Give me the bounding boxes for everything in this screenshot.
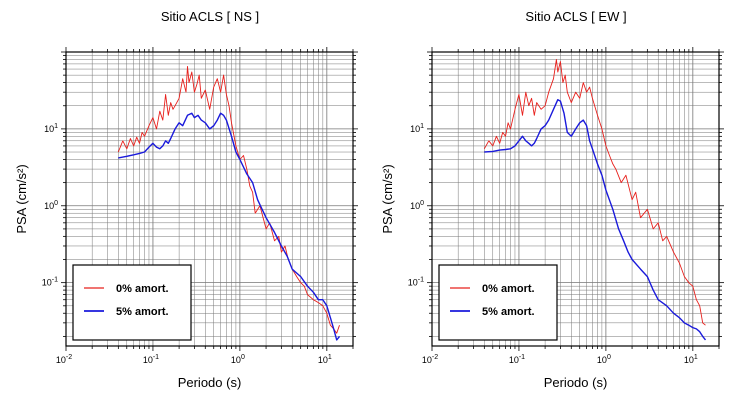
y-tick-label: 101 xyxy=(410,123,424,134)
x-tick-label: 10-2 xyxy=(56,354,72,365)
legend: 0% amort. 5% amort. xyxy=(72,264,192,341)
y-tick-label: 100 xyxy=(410,200,424,211)
legend: 0% amort. 5% amort. xyxy=(438,264,558,341)
legend-entry-label: 5% amort. xyxy=(482,306,535,318)
legend-box xyxy=(438,264,558,341)
legend-box xyxy=(72,264,192,341)
x-axis-label: Periodo (s) xyxy=(544,375,608,390)
series-line-damped xyxy=(118,112,341,341)
x-axis-label: Periodo (s) xyxy=(178,375,242,390)
y-tick-label: 100 xyxy=(44,200,58,211)
series-line-damped xyxy=(484,98,707,341)
x-tick-label: 10-1 xyxy=(143,354,159,365)
series-line-undamped xyxy=(117,65,340,334)
y-tick-label: 10-1 xyxy=(42,277,58,288)
x-tick-label: 100 xyxy=(231,354,245,365)
y-axis-label: PSA (cm/s²) xyxy=(380,164,395,233)
x-tick-label: 101 xyxy=(318,354,332,365)
legend-entry-label: 0% amort. xyxy=(116,283,169,295)
legend-entry-label: 5% amort. xyxy=(116,306,169,318)
tick-marks xyxy=(427,47,724,351)
legend-entry-label: 0% amort. xyxy=(482,283,535,295)
chart-title: Sitio ACLS [ NS ] xyxy=(161,9,259,24)
x-tick-label: 100 xyxy=(597,354,611,365)
grid-lines xyxy=(431,51,720,346)
plot-frame xyxy=(65,51,354,347)
chart-panel-0: Sitio ACLS [ NS ] 10-2 10-1 100 101 10-1 100 10… xyxy=(14,9,358,390)
x-tick-label: 101 xyxy=(684,354,698,365)
x-tick-label: 10-2 xyxy=(422,354,438,365)
x-tick-label: 10-1 xyxy=(509,354,525,365)
y-tick-label: 101 xyxy=(44,123,58,134)
tick-marks xyxy=(61,47,358,351)
chart-title: Sitio ACLS [ EW ] xyxy=(525,9,626,24)
plot-frame xyxy=(431,51,720,347)
chart-panel-1: Sitio ACLS [ EW ] 10-2 10-1 100 101 10-1 100 10… xyxy=(380,9,724,390)
y-axis-label: PSA (cm/s²) xyxy=(14,164,29,233)
y-tick-label: 10-1 xyxy=(408,277,424,288)
series-line-undamped xyxy=(483,59,706,326)
